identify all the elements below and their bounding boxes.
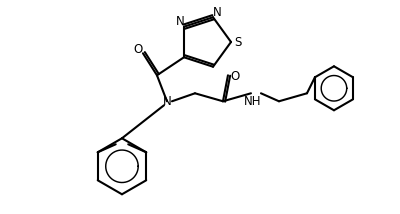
Text: S: S (234, 36, 242, 49)
Text: N: N (176, 15, 184, 28)
Text: O: O (133, 43, 142, 56)
Text: NH: NH (244, 95, 262, 108)
Text: N: N (213, 6, 222, 19)
Text: O: O (230, 70, 240, 83)
Text: N: N (162, 95, 171, 108)
